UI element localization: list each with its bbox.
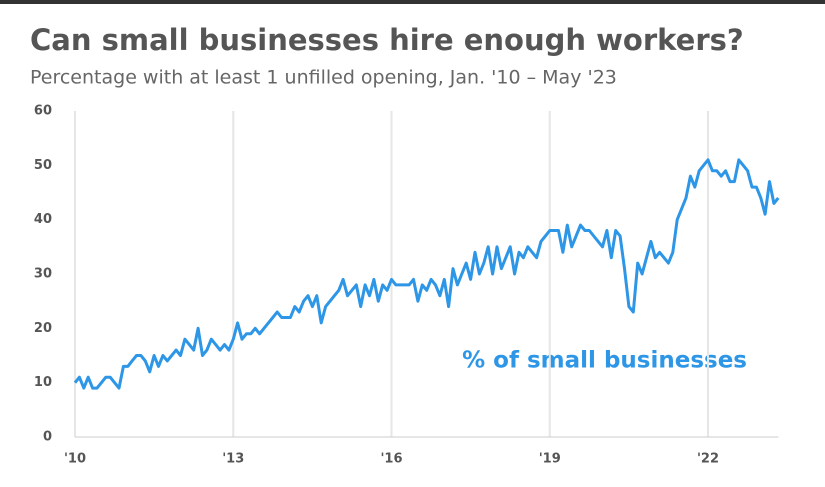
y-tick-label: 20 xyxy=(34,321,52,336)
chart-subtitle: Percentage with at least 1 unfilled open… xyxy=(30,67,617,89)
y-tick-label: 40 xyxy=(34,212,52,227)
x-tick-label: '16 xyxy=(380,452,402,467)
top-border xyxy=(0,0,825,4)
annotation: % of small businesses xyxy=(462,348,747,374)
y-tick-label: 30 xyxy=(34,267,52,282)
line-series xyxy=(73,158,780,390)
x-tick-label: '10 xyxy=(64,452,86,467)
y-tick-label: 10 xyxy=(34,375,52,390)
x-tick-label: '13 xyxy=(222,452,244,467)
y-tick-label: 60 xyxy=(34,104,52,119)
chart-title: Can small businesses hire enough workers… xyxy=(30,23,744,57)
x-tick-label: '19 xyxy=(539,452,561,467)
y-tick-label: 0 xyxy=(43,430,52,445)
y-tick-label: 50 xyxy=(34,158,52,173)
x-tick-label: '22 xyxy=(697,452,719,467)
